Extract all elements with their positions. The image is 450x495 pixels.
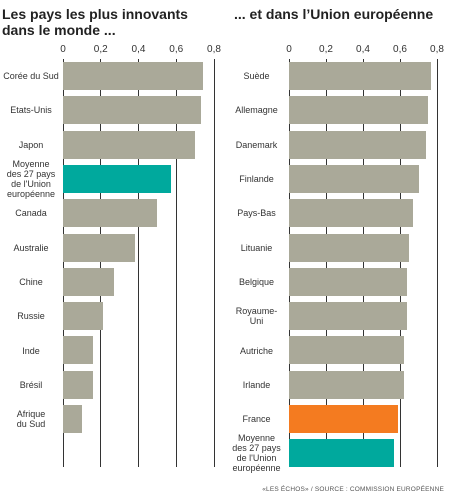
- category-label: Lituanie: [240, 242, 273, 253]
- bar: [63, 370, 94, 399]
- grid-line: [288, 59, 290, 467]
- bar: [63, 267, 114, 296]
- grid-line: [436, 59, 438, 467]
- bar: [289, 96, 428, 125]
- x-tick-label: 0,8: [207, 44, 221, 55]
- category-label: Belgique: [238, 276, 275, 287]
- category-label: Danemark: [235, 139, 278, 150]
- category-label: Inde: [22, 345, 40, 356]
- x-tick-label: 0,8: [430, 44, 444, 55]
- bar: [63, 164, 171, 193]
- category-label: Etats-Unis: [10, 105, 52, 116]
- bar: [289, 62, 432, 90]
- x-tick-label: 0,4: [356, 44, 370, 55]
- category-label: Chine: [19, 276, 43, 287]
- category-label: France: [242, 414, 271, 425]
- category-label: Canada: [15, 208, 47, 219]
- bar: [289, 199, 413, 228]
- bar: [63, 199, 158, 228]
- bar: [289, 233, 410, 262]
- bar: [63, 96, 201, 125]
- bar: [63, 130, 196, 159]
- category-label: Japon: [18, 139, 44, 150]
- category-label: Allemagne: [235, 105, 278, 116]
- grid-line: [62, 59, 64, 467]
- category-label: Autriche: [239, 345, 274, 356]
- bar: [63, 302, 103, 331]
- bar: [63, 233, 135, 262]
- bar: [289, 130, 426, 159]
- category-label: Moyenne des 27 pays de l'Union européenn…: [6, 159, 56, 200]
- bar: [289, 439, 395, 468]
- grid-line: [175, 59, 177, 467]
- x-tick-label: 0,6: [169, 44, 184, 55]
- x-tick-label: 0,4: [131, 44, 146, 55]
- chart-title: Les pays les plus innovants dans le mond…: [2, 6, 188, 38]
- bar: [289, 370, 404, 399]
- bar: [63, 336, 94, 365]
- category-label: Afrique du Sud: [16, 409, 46, 430]
- x-tick-label: 0,2: [93, 44, 108, 55]
- grid-line: [213, 59, 215, 467]
- grid-line: [325, 59, 327, 467]
- x-tick-label: 0: [286, 44, 292, 55]
- grid-line: [100, 59, 102, 467]
- bar: [289, 267, 408, 296]
- category-label: Moyenne des 27 pays de l'Union européenn…: [232, 433, 281, 474]
- category-label: Suède: [243, 71, 270, 82]
- x-tick-label: 0,6: [393, 44, 407, 55]
- bar: [289, 336, 404, 365]
- category-label: Royaume- Uni: [235, 306, 278, 327]
- category-label: Pays-Bas: [237, 208, 276, 219]
- category-label: Australie: [13, 242, 49, 253]
- chart-title: ... et dans l’Union européenne: [234, 6, 434, 22]
- grid-line: [399, 59, 401, 467]
- grid-line: [362, 59, 364, 467]
- bar: [289, 405, 399, 433]
- category-label: Irlande: [242, 379, 271, 390]
- grid-line: [138, 59, 139, 467]
- bar: [63, 405, 82, 433]
- bar: [289, 302, 408, 331]
- bar: [289, 164, 419, 193]
- source: «LES ÉCHOS» / SOURCE : COMMISSION EUROPÉ…: [262, 486, 444, 493]
- category-label: Brésil: [19, 379, 43, 390]
- category-label: Russie: [17, 311, 45, 322]
- category-label: Corée du Sud: [3, 71, 59, 82]
- x-tick-label: 0,2: [319, 44, 333, 55]
- x-tick-label: 0: [60, 44, 66, 55]
- bar: [63, 62, 203, 90]
- category-label: Finlande: [239, 174, 274, 185]
